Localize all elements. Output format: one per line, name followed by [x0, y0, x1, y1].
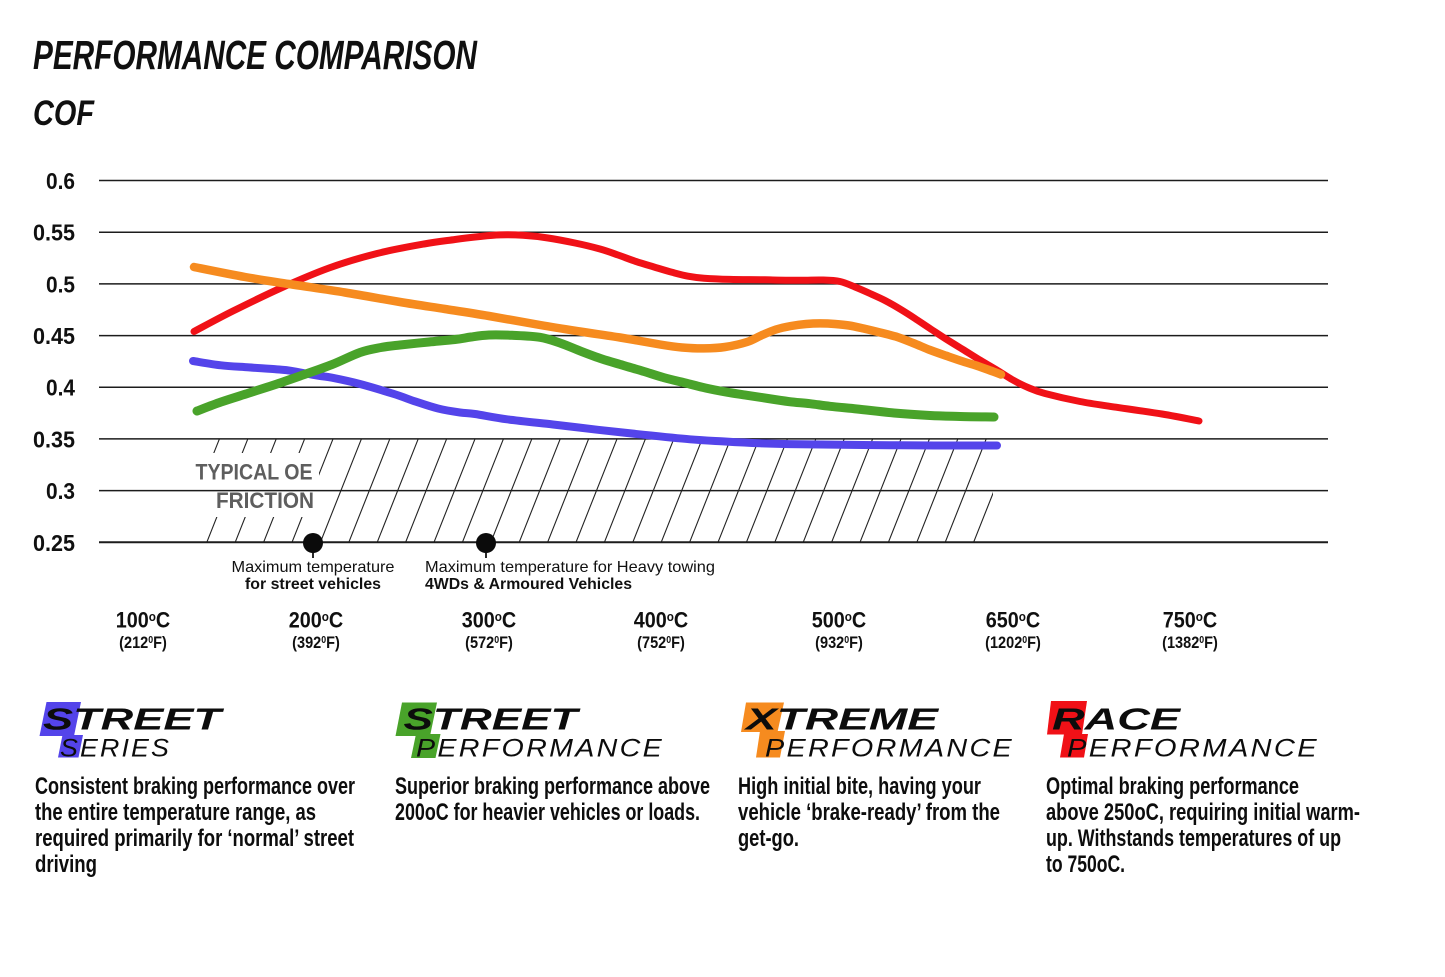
- svg-text:TYPICAL OE: TYPICAL OE: [196, 460, 313, 485]
- svg-text:up. Withstands temperatures of: up. Withstands temperatures of up: [1046, 825, 1341, 852]
- svg-text:STREET: STREET: [43, 702, 225, 737]
- svg-text:0.4: 0.4: [46, 375, 75, 401]
- svg-text:0.55: 0.55: [33, 220, 75, 246]
- svg-text:0.35: 0.35: [33, 426, 75, 452]
- svg-text:(3920F): (3920F): [292, 633, 340, 652]
- svg-text:(5720F): (5720F): [465, 633, 513, 652]
- svg-text:to 750oC.: to 750oC.: [1046, 851, 1125, 878]
- svg-text:(9320F): (9320F): [815, 633, 863, 652]
- svg-text:750oC: 750oC: [1163, 609, 1217, 633]
- svg-text:SERIES: SERIES: [60, 735, 171, 763]
- svg-text:driving: driving: [35, 851, 97, 878]
- svg-text:get-go.: get-go.: [738, 825, 799, 852]
- svg-text:200oC: 200oC: [289, 609, 343, 633]
- svg-text:above 250oC, requiring initial: above 250oC, requiring initial warm-: [1046, 799, 1360, 826]
- svg-text:100oC: 100oC: [116, 609, 170, 633]
- svg-text:(13820F): (13820F): [1162, 633, 1218, 652]
- svg-text:650oC: 650oC: [986, 609, 1040, 633]
- svg-text:XTREME: XTREME: [743, 702, 940, 737]
- svg-text:0.45: 0.45: [33, 323, 75, 349]
- svg-text:Superior braking performance a: Superior braking performance above: [395, 773, 710, 800]
- svg-text:Consistent braking performance: Consistent braking performance over: [35, 773, 355, 800]
- svg-text:4WDs & Armoured Vehicles: 4WDs & Armoured Vehicles: [425, 576, 632, 593]
- svg-text:0.6: 0.6: [46, 168, 75, 194]
- svg-text:200oC for heavier vehicles or: 200oC for heavier vehicles or loads.: [395, 799, 700, 826]
- svg-text:(2120F): (2120F): [119, 633, 167, 652]
- svg-text:500oC: 500oC: [812, 609, 866, 633]
- svg-text:PERFORMANCE COMPARISON: PERFORMANCE COMPARISON: [33, 32, 478, 78]
- svg-text:PERFORMANCE: PERFORMANCE: [765, 735, 1014, 763]
- svg-text:the entire temperature range,: the entire temperature range, as: [35, 799, 316, 826]
- svg-text:Optimal braking performance: Optimal braking performance: [1046, 773, 1299, 800]
- svg-text:PERFORMANCE: PERFORMANCE: [1067, 735, 1319, 763]
- svg-text:(7520F): (7520F): [637, 633, 685, 652]
- svg-text:High initial bite, having your: High initial bite, having your: [738, 773, 981, 800]
- svg-text:PERFORMANCE: PERFORMANCE: [416, 735, 664, 763]
- svg-text:vehicle ‘brake-ready’ from the: vehicle ‘brake-ready’ from the: [738, 799, 1000, 826]
- svg-text:COF: COF: [33, 94, 95, 133]
- svg-text:Maximum temperature for Heavy: Maximum temperature for Heavy towing: [425, 559, 715, 576]
- svg-text:required primarily for ‘normal: required primarily for ‘normal’ street: [35, 825, 354, 852]
- svg-text:FRICTION: FRICTION: [216, 488, 314, 513]
- svg-text:for street vehicles: for street vehicles: [245, 576, 381, 593]
- svg-text:0.25: 0.25: [33, 530, 75, 556]
- svg-text:300oC: 300oC: [462, 609, 516, 633]
- svg-text:Maximum temperature: Maximum temperature: [232, 559, 395, 576]
- svg-text:(12020F): (12020F): [985, 633, 1041, 652]
- svg-text:STREET: STREET: [404, 702, 582, 737]
- svg-text:400oC: 400oC: [634, 609, 688, 633]
- svg-text:0.5: 0.5: [46, 271, 75, 297]
- svg-text:0.3: 0.3: [46, 478, 75, 504]
- svg-text:RACE: RACE: [1052, 702, 1182, 737]
